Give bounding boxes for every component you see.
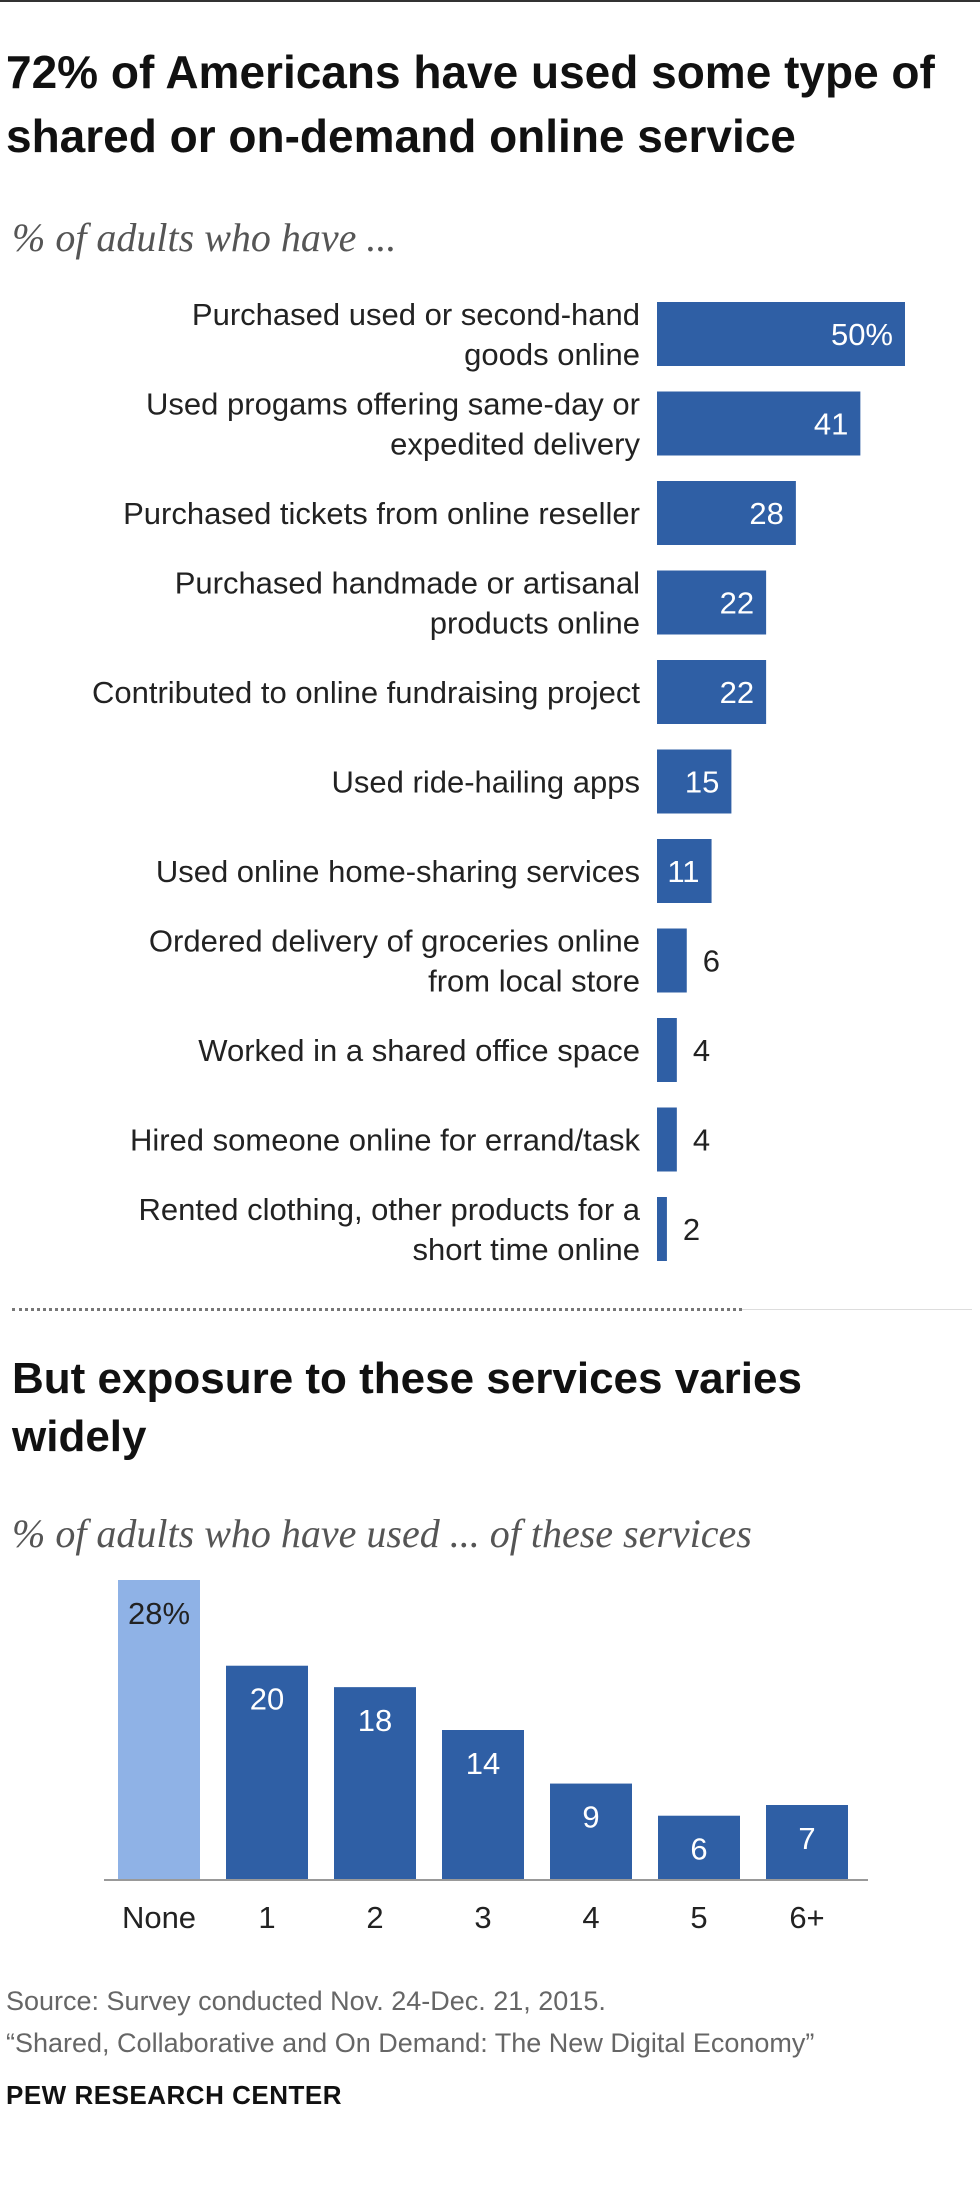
data-label: 11 bbox=[667, 854, 699, 889]
bar bbox=[442, 1730, 524, 1880]
source-line-2: “Shared, Collaborative and On Demand: Th… bbox=[6, 2028, 815, 2058]
bar bbox=[766, 1805, 848, 1880]
bar bbox=[657, 1107, 677, 1172]
data-label: 6 bbox=[703, 944, 720, 979]
bar bbox=[334, 1687, 416, 1880]
category-label: Used online home-sharing services bbox=[156, 854, 640, 889]
data-label: 18 bbox=[358, 1703, 392, 1738]
data-label: 7 bbox=[798, 1821, 815, 1856]
data-label: 4 bbox=[693, 1033, 710, 1068]
horizontal-bar-chart: Purchased used or second-hand goods onlin… bbox=[92, 297, 905, 1267]
category-label: Rented clothing, other products for a sho… bbox=[139, 1192, 641, 1267]
brand-name: PEW RESEARCH CENTER bbox=[6, 2080, 342, 2110]
tick-label: 3 bbox=[474, 1900, 491, 1935]
category-label: Hired someone online for errand/task bbox=[130, 1123, 641, 1158]
category-label: Used progams offering same-day or expedit… bbox=[146, 387, 640, 462]
chart2-heading: But exposure to these services varies wi… bbox=[12, 1354, 802, 1461]
bar bbox=[657, 749, 732, 814]
tick-label: 1 bbox=[258, 1900, 275, 1935]
category-label: Purchased tickets from online reseller bbox=[123, 496, 640, 531]
section-divider-line bbox=[742, 1309, 972, 1310]
data-label: 28 bbox=[749, 496, 783, 531]
bar bbox=[657, 391, 861, 456]
bar bbox=[657, 1018, 677, 1082]
chart-title: 72% of Americans have used some type of … bbox=[6, 46, 935, 162]
data-label: 2 bbox=[683, 1212, 700, 1247]
source-note: Source: Survey conducted Nov. 24-Dec. 21… bbox=[6, 1980, 814, 2064]
bar bbox=[657, 660, 767, 724]
data-label: 22 bbox=[720, 586, 754, 621]
data-label: 9 bbox=[582, 1800, 599, 1835]
tick-label: 5 bbox=[690, 1900, 707, 1935]
bar bbox=[550, 1783, 632, 1880]
bar bbox=[226, 1665, 308, 1880]
data-label: 15 bbox=[685, 765, 719, 800]
bar bbox=[658, 1815, 740, 1880]
category-label: Worked in a shared office space bbox=[198, 1033, 640, 1068]
category-label: Ordered delivery of groceries online from… bbox=[149, 924, 640, 999]
data-label: 28% bbox=[128, 1596, 190, 1631]
bar bbox=[118, 1580, 200, 1880]
data-label: 6 bbox=[690, 1832, 707, 1867]
category-label: Purchased used or second-hand goods onlin… bbox=[192, 297, 640, 372]
bar bbox=[657, 570, 767, 635]
vertical-bar-chart: 28% None 20 1 18 2 14 3 9 4 6 5 7 6+ bbox=[104, 1580, 868, 1935]
chart2-subtitle: % of adults who have used ... of these s… bbox=[12, 1511, 752, 1556]
section-divider bbox=[12, 1308, 742, 1311]
bar bbox=[657, 302, 905, 366]
bar bbox=[657, 928, 687, 993]
bar bbox=[657, 481, 796, 545]
category-label: Used ride-hailing apps bbox=[332, 765, 640, 800]
bar bbox=[657, 1197, 667, 1261]
source-line-1: Source: Survey conducted Nov. 24-Dec. 21… bbox=[6, 1986, 606, 2016]
top-rule bbox=[0, 0, 980, 2]
chart1-subtitle: % of adults who have ... bbox=[12, 215, 397, 260]
data-label: 20 bbox=[250, 1682, 284, 1717]
tick-label: 4 bbox=[582, 1900, 599, 1935]
data-label: 22 bbox=[720, 675, 754, 710]
tick-label: 6+ bbox=[789, 1900, 824, 1935]
data-label: 14 bbox=[466, 1746, 500, 1781]
data-label: 41 bbox=[814, 407, 848, 442]
category-label: Contributed to online fundraising projec… bbox=[92, 675, 640, 710]
tick-label: 2 bbox=[366, 1900, 383, 1935]
category-label: Purchased handmade or artisanal products … bbox=[175, 566, 640, 641]
data-label: 4 bbox=[693, 1123, 710, 1158]
bar bbox=[657, 839, 712, 903]
data-label: 50% bbox=[831, 317, 893, 352]
tick-label: None bbox=[122, 1900, 196, 1935]
